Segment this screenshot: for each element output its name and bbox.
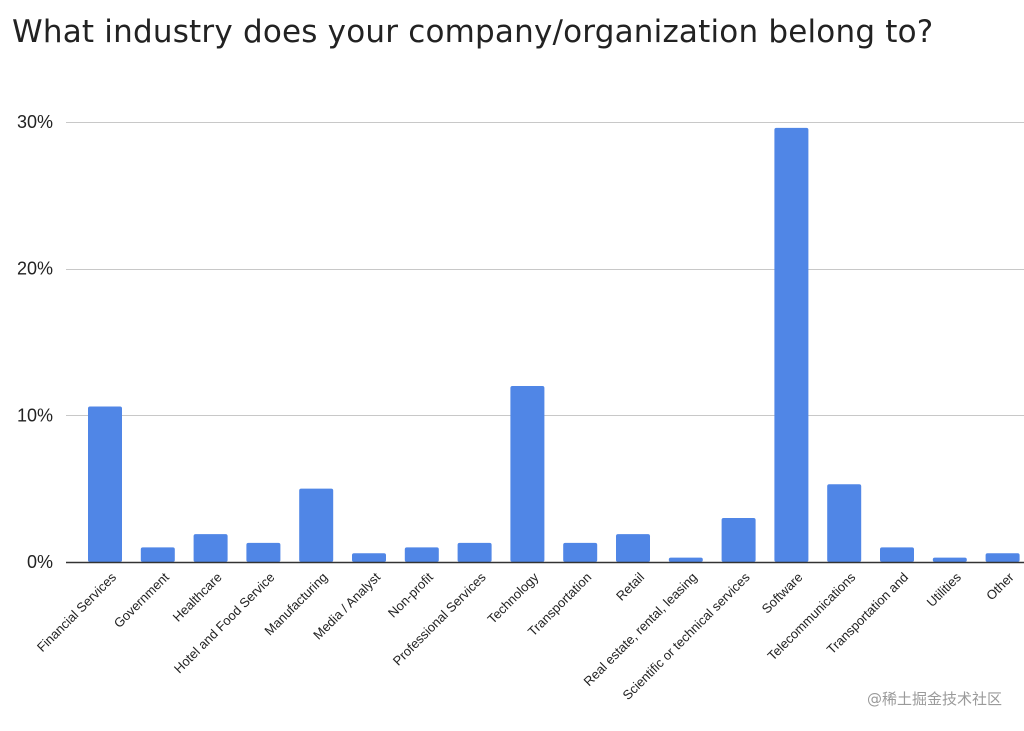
x-tick-label: Telecommunications (764, 569, 858, 663)
bar (299, 488, 334, 562)
y-tick-label: 10% (17, 405, 53, 425)
y-axis-tick-labels: 0% 10% 20% 30% (17, 112, 53, 572)
x-tick-label: Retail (613, 569, 647, 603)
bar (563, 542, 598, 562)
bar (510, 386, 545, 562)
y-tick-label: 0% (27, 552, 53, 572)
x-tick-label: Software (759, 570, 806, 617)
bar (827, 484, 862, 562)
bar (193, 534, 228, 562)
bar (88, 406, 122, 562)
x-tick-label: Hotel and Food Service (171, 570, 278, 677)
bar (880, 547, 914, 562)
bar (721, 518, 756, 562)
watermark-text: @稀土掘金技术社区 (866, 690, 1002, 708)
bar (668, 557, 703, 562)
bar (404, 547, 439, 562)
bar (246, 542, 281, 562)
x-tick-label: Financial Services (34, 569, 120, 655)
x-tick-label: Government (111, 569, 172, 630)
chart-title: What industry does your company/organiza… (12, 14, 934, 50)
bar (985, 553, 1020, 562)
x-axis-tick-labels: Financial ServicesGovernmentHealthcareHo… (34, 569, 1017, 703)
bar (352, 553, 386, 562)
x-tick-label: Utilities (924, 569, 965, 610)
bar (457, 542, 492, 562)
bar (932, 557, 967, 562)
y-tick-label: 20% (17, 259, 53, 279)
x-tick-label: Professional Services (390, 569, 489, 668)
bar (774, 127, 809, 562)
bars (88, 127, 1020, 562)
gridlines (66, 122, 1024, 416)
x-tick-label: Other (983, 569, 1017, 603)
x-tick-label: Technology (484, 569, 541, 626)
x-tick-label: Non-profit (385, 569, 436, 620)
x-tick-label: Healthcare (170, 570, 225, 625)
y-tick-label: 30% (17, 112, 53, 132)
bar (140, 547, 175, 562)
bar (616, 534, 650, 562)
